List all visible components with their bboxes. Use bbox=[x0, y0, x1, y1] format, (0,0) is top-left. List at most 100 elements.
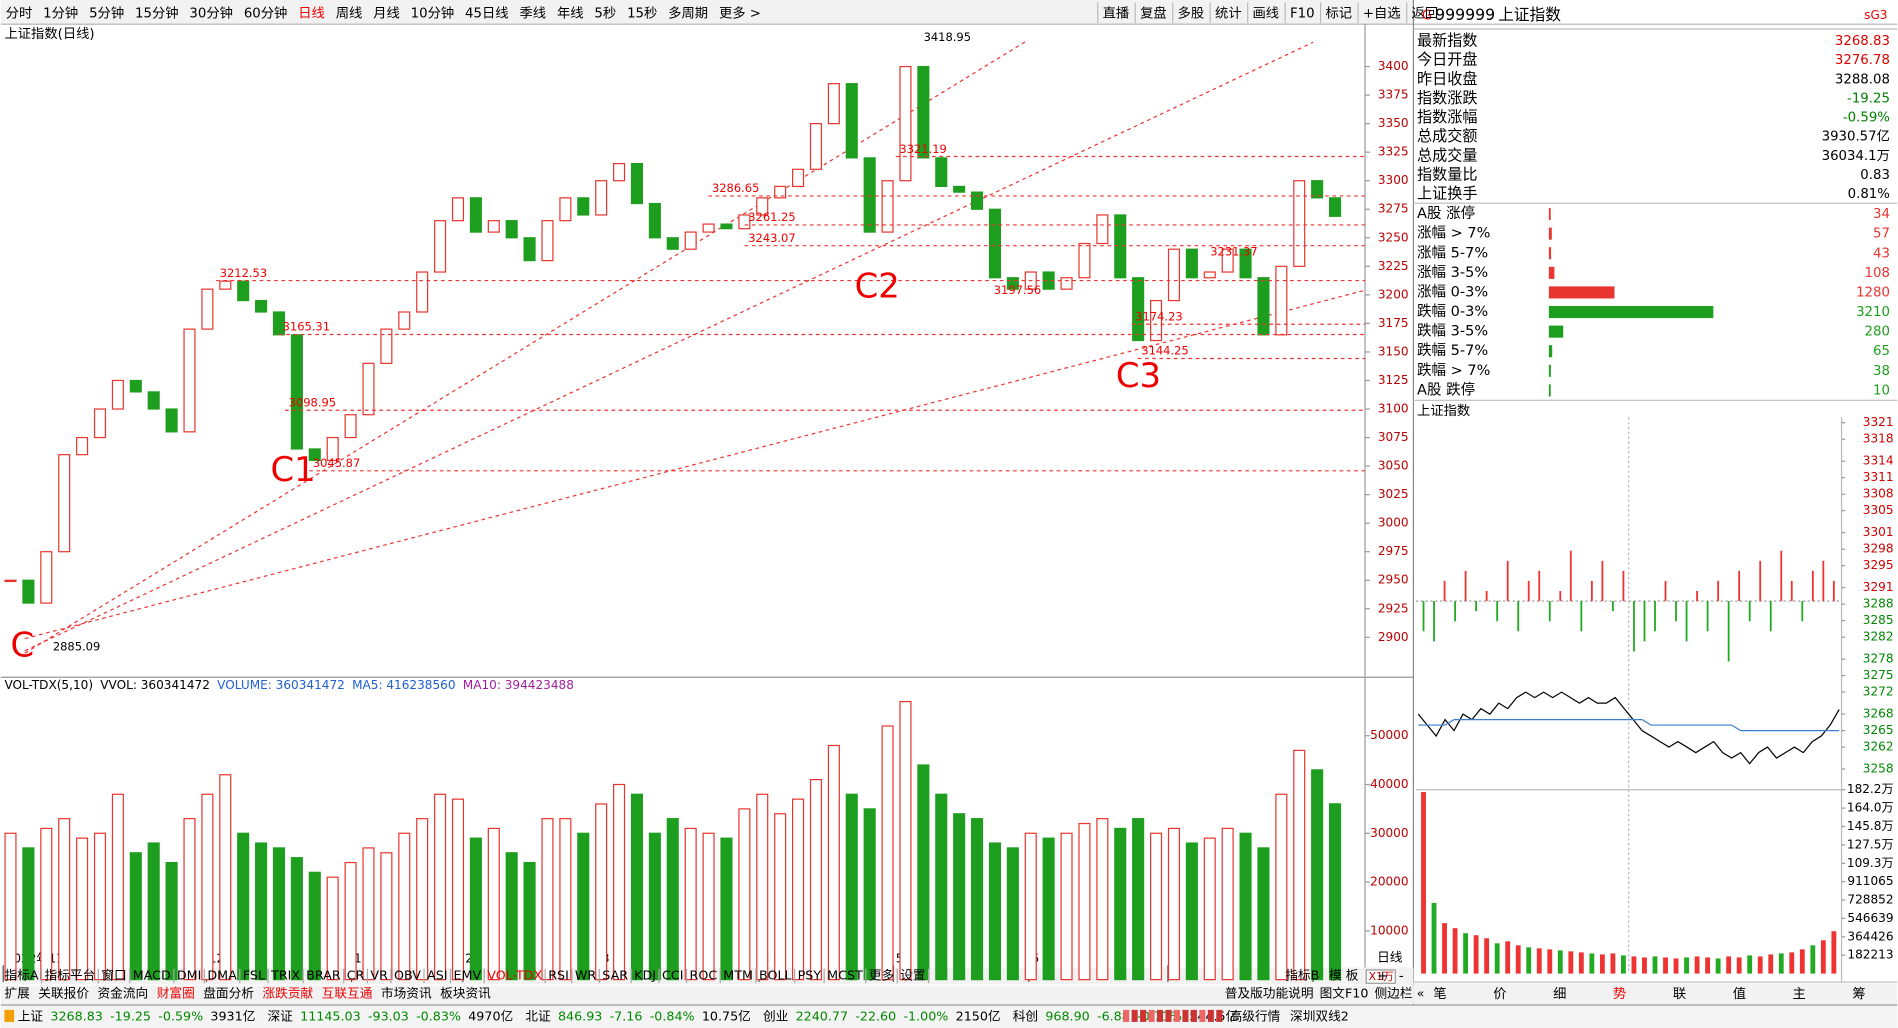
indicator-tab[interactable]: 指标A bbox=[4, 967, 38, 982]
tool-button[interactable]: 标记 bbox=[1325, 5, 1352, 21]
status-amount: 4970亿 bbox=[468, 1009, 513, 1024]
tab-bg bbox=[1413, 983, 1898, 1004]
indicator-tab[interactable]: MACD bbox=[133, 967, 171, 982]
candle-up bbox=[201, 288, 214, 330]
period-tab[interactable]: 30分钟 bbox=[189, 4, 233, 21]
period-tab[interactable]: 日线 bbox=[298, 5, 325, 21]
breadth-value: 3210 bbox=[1856, 305, 1890, 320]
indicator-tab[interactable]: 模 板 bbox=[1329, 967, 1359, 982]
tool-button[interactable]: +自选 bbox=[1363, 5, 1401, 21]
indicator-tab[interactable]: 指标B bbox=[1285, 967, 1319, 982]
status-block bbox=[1190, 1009, 1197, 1022]
indicator-tab[interactable]: TRIX bbox=[270, 967, 300, 982]
info-tab[interactable]: 关联报价 bbox=[38, 986, 89, 1001]
info-tab[interactable]: 涨跌贡献 bbox=[262, 986, 313, 1001]
indicator-tab[interactable]: CR bbox=[347, 967, 365, 982]
intraday-tab[interactable]: 细 bbox=[1553, 986, 1566, 1002]
info-tab[interactable]: 扩展 bbox=[4, 986, 30, 1001]
volume-bar bbox=[344, 861, 357, 981]
level-label: 3286.65 bbox=[712, 181, 759, 195]
indicator-tab[interactable]: MCST bbox=[827, 967, 863, 982]
period-tab[interactable]: 15秒 bbox=[627, 5, 657, 21]
period-tab[interactable]: 月线 bbox=[373, 5, 400, 21]
candle-up bbox=[487, 220, 500, 233]
intraday-tab[interactable]: 主 bbox=[1793, 986, 1806, 1002]
zoom-button[interactable]: - bbox=[1399, 969, 1404, 984]
period-tab[interactable]: 10分钟 bbox=[411, 4, 455, 21]
candle-up bbox=[451, 197, 465, 222]
info-tab[interactable]: 普及版功能说明 bbox=[1225, 986, 1314, 1001]
indicator-tab[interactable]: 窗口 bbox=[101, 967, 126, 982]
status-amount: 2150亿 bbox=[956, 1009, 1001, 1024]
indicator-tab[interactable]: ROC bbox=[690, 967, 718, 982]
status-link[interactable]: 高级行情 bbox=[1230, 1009, 1281, 1024]
candle-down bbox=[469, 197, 482, 233]
period-tab[interactable]: 分时 bbox=[6, 5, 33, 21]
tool-button[interactable]: 返回 bbox=[1412, 5, 1439, 21]
zoom-button[interactable]: + bbox=[1377, 969, 1388, 984]
tool-button[interactable]: 统计 bbox=[1215, 5, 1242, 21]
info-tab[interactable]: 图文F10 bbox=[1320, 986, 1369, 1001]
indicator-tab[interactable]: RSI bbox=[548, 967, 569, 982]
indicator-tab[interactable]: KDJ bbox=[634, 967, 656, 982]
chart-title: 上证指数(日线) bbox=[4, 26, 94, 42]
intraday-tab[interactable]: 值 bbox=[1733, 986, 1746, 1002]
indicator-tab[interactable]: CCI bbox=[662, 967, 683, 982]
intraday-tab[interactable]: 价 bbox=[1493, 987, 1506, 1002]
period-tab[interactable]: 5秒 bbox=[594, 5, 616, 21]
level-label: 3197.56 bbox=[994, 283, 1041, 297]
tool-button[interactable]: 画线 bbox=[1253, 5, 1280, 21]
indicator-tab[interactable]: DMA bbox=[207, 967, 237, 982]
period-tab[interactable]: 45日线 bbox=[465, 5, 509, 21]
indicator-tab[interactable]: WR bbox=[575, 967, 597, 982]
period-tab[interactable]: 年线 bbox=[557, 5, 584, 21]
info-tab[interactable]: 侧边栏 « bbox=[1374, 986, 1424, 1001]
tool-button[interactable]: 直播 bbox=[1103, 5, 1130, 21]
intraday-tab[interactable]: 笔 bbox=[1433, 986, 1446, 1002]
indicator-tab[interactable]: FSL bbox=[243, 967, 265, 982]
info-tab[interactable]: 资金流向 bbox=[98, 986, 149, 1001]
status-block bbox=[1148, 1009, 1155, 1022]
period-tab[interactable]: 60分钟 bbox=[244, 4, 288, 21]
indicator-tab[interactable]: VOL-TDX bbox=[487, 967, 542, 982]
indicator-tab[interactable]: 更多 bbox=[869, 967, 894, 982]
info-tab[interactable]: 财富圈 bbox=[157, 986, 195, 1001]
indicator-tab[interactable]: BRAR bbox=[306, 967, 341, 982]
y-tick-label: 30000 bbox=[1370, 826, 1408, 840]
info-tab[interactable]: 板块资讯 bbox=[440, 986, 491, 1001]
indicator-tab[interactable]: ASI bbox=[427, 967, 447, 982]
intraday-tab[interactable]: 筹 bbox=[1852, 985, 1865, 1002]
info-tab[interactable]: 互联互通 bbox=[322, 986, 373, 1001]
intraday-tab[interactable]: 势 bbox=[1613, 986, 1626, 1002]
period-tab[interactable]: 更多 > bbox=[719, 4, 761, 21]
indicator-tab[interactable]: 设置 bbox=[900, 967, 925, 982]
tool-button[interactable]: 多股 bbox=[1178, 4, 1205, 21]
info-tab[interactable]: 市场资讯 bbox=[381, 986, 432, 1001]
indicator-tab[interactable]: MTM bbox=[723, 967, 753, 982]
indicator-tab[interactable]: PSY bbox=[798, 967, 822, 982]
period-tab[interactable]: 5分钟 bbox=[89, 4, 124, 21]
tool-button[interactable]: F10 bbox=[1290, 6, 1315, 21]
status-link[interactable]: 深圳双线2 bbox=[1290, 1009, 1349, 1024]
period-tab[interactable]: 多周期 bbox=[668, 4, 708, 21]
indicator-tab[interactable]: VR bbox=[370, 967, 388, 982]
info-tab[interactable]: 盘面分析 bbox=[203, 986, 254, 1001]
status-name: 上证 bbox=[18, 1009, 44, 1024]
tool-button[interactable]: 复盘 bbox=[1140, 4, 1167, 21]
indicator-tab[interactable]: BOLL bbox=[759, 967, 792, 982]
indicator-tab[interactable]: DMI bbox=[177, 967, 201, 982]
period-tab[interactable]: 季线 bbox=[519, 5, 546, 21]
indicator-tab[interactable]: SAR bbox=[602, 967, 628, 982]
intraday-tab[interactable]: 联 bbox=[1673, 986, 1686, 1002]
indicator-tab[interactable]: EMV bbox=[454, 967, 482, 982]
y-tick-label: 182213 bbox=[1847, 948, 1893, 962]
indicator-tab[interactable]: OBV bbox=[394, 967, 421, 982]
y-tick-label: 911065 bbox=[1847, 874, 1893, 888]
candle-down bbox=[917, 65, 930, 159]
period-tab[interactable]: 1分钟 bbox=[43, 4, 78, 21]
level-label: 3243.07 bbox=[748, 231, 795, 245]
period-tab[interactable]: 15分钟 bbox=[135, 4, 179, 21]
indicator-tab[interactable]: 指标平台 bbox=[45, 967, 96, 982]
volume-bar bbox=[326, 876, 339, 981]
period-tab[interactable]: 周线 bbox=[336, 5, 363, 21]
